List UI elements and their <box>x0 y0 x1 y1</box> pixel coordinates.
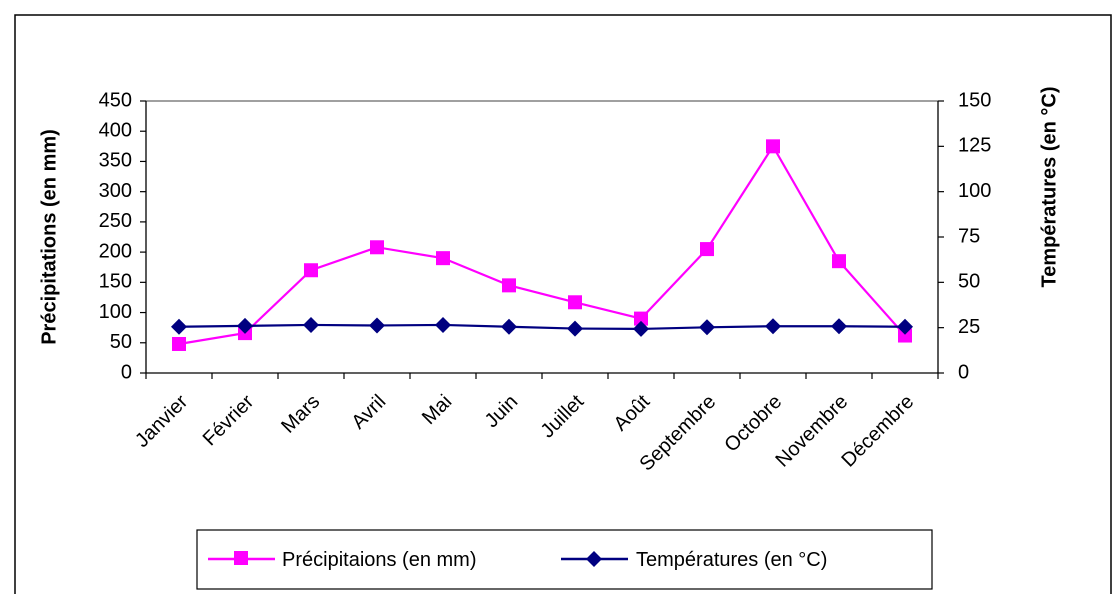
legend-temp-marker <box>586 551 602 567</box>
temperature-point <box>501 318 517 335</box>
right-axis-tick-label: 125 <box>958 135 991 157</box>
temperature-point <box>435 316 451 333</box>
series-line-temperature <box>178 323 906 331</box>
temperature-point <box>171 318 187 335</box>
series-line-precipitation <box>178 144 906 346</box>
precipitation-point <box>436 251 450 266</box>
temperature-point <box>567 320 583 337</box>
temperature-point <box>699 319 715 336</box>
precipitation-point <box>898 328 912 343</box>
series-layer <box>171 139 913 351</box>
precipitation-point <box>634 311 648 326</box>
chart-area-border <box>14 14 1112 594</box>
legend-precip-marker <box>234 551 248 565</box>
temperature-point <box>897 318 913 335</box>
precipitation-point <box>370 240 384 255</box>
precipitation-point <box>832 254 846 269</box>
temperature-point <box>633 320 649 337</box>
left-axis-title: Précipitations (en mm) <box>38 129 60 345</box>
left-axis-tick-label: 350 <box>99 150 132 172</box>
left-axis-tick-label: 300 <box>99 180 132 202</box>
left-axis-tick-label: 150 <box>99 271 132 293</box>
left-axis-tick-label: 250 <box>99 210 132 232</box>
right-axis-tick-label: 0 <box>958 361 969 383</box>
precipitation-point <box>568 295 582 310</box>
right-axis-ticks: 0 25 50 75 100 125 150 <box>938 89 991 383</box>
legend: Précipitaions (en mm) Températures (en °… <box>196 529 933 590</box>
temperature-point <box>237 317 253 334</box>
right-axis-title: Températures (en °C) <box>1038 86 1060 287</box>
left-axis-tick-label: 200 <box>99 240 132 262</box>
right-axis-tick-label: 75 <box>958 225 980 247</box>
precipitation-point <box>766 139 780 154</box>
left-axis-tick-label: 450 <box>99 89 132 111</box>
temperature-point <box>303 316 319 333</box>
right-axis-tick-label: 50 <box>958 271 980 293</box>
temperature-point <box>369 317 385 334</box>
right-axis-tick-label: 100 <box>958 180 991 202</box>
temperature-point <box>831 318 847 335</box>
precipitation-point <box>700 242 714 257</box>
left-axis-ticks: 0 50 100 150 200 250 300 350 400 450 <box>99 89 146 383</box>
left-axis-tick-label: 100 <box>99 301 132 323</box>
precipitation-point <box>304 263 318 278</box>
legend-temp-label: Températures (en °C) <box>636 549 827 571</box>
left-axis-tick-label: 0 <box>121 361 132 383</box>
left-axis-tick-label: 400 <box>99 120 132 142</box>
legend-precip-label: Précipitaions (en mm) <box>282 549 477 571</box>
right-axis-tick-label: 150 <box>958 89 991 111</box>
precipitation-point <box>502 278 516 293</box>
precipitation-point <box>172 336 186 351</box>
right-axis-tick-label: 25 <box>958 316 980 338</box>
left-axis-tick-label: 50 <box>110 331 132 353</box>
temperature-point <box>765 318 781 335</box>
